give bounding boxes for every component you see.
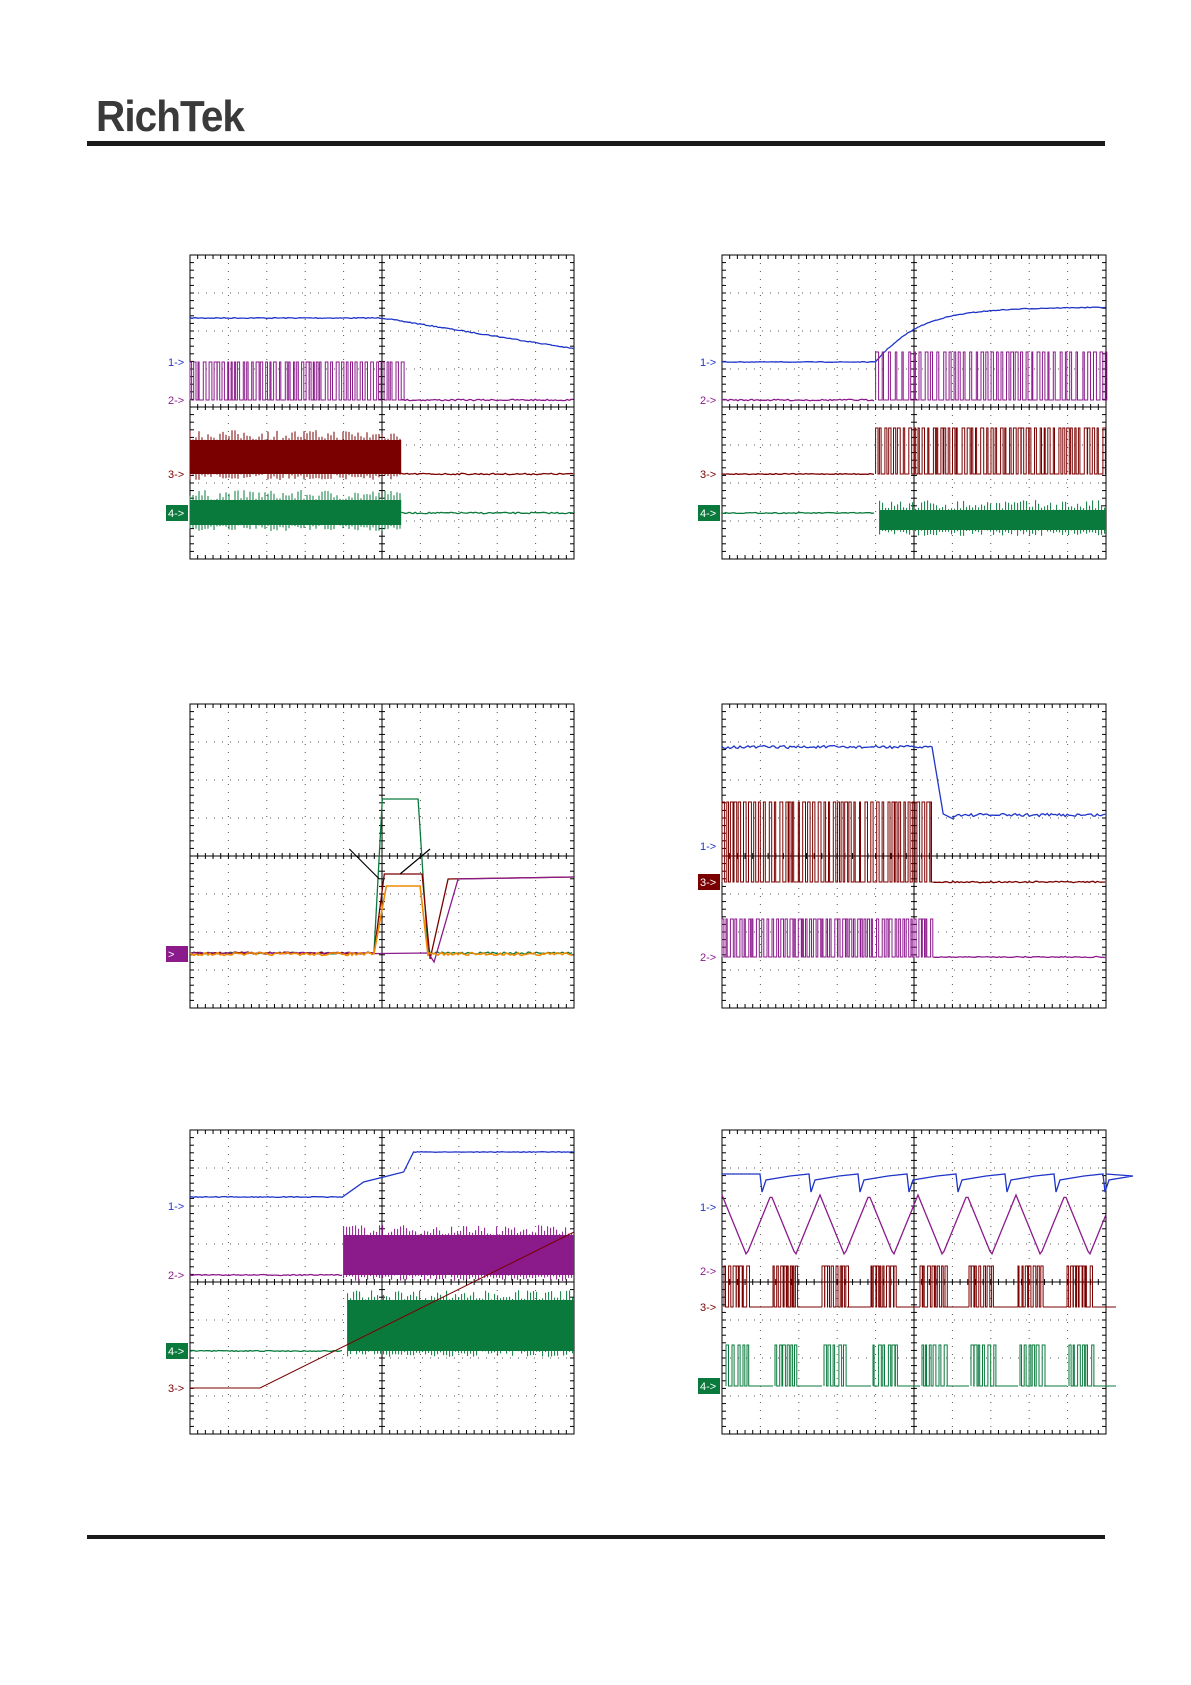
svg-text:2->: 2-> (168, 395, 184, 407)
ch4-burst-3 (823, 1344, 848, 1387)
footer-rule (87, 1535, 1105, 1539)
orange-trace (189, 885, 573, 957)
channel-marker-4: 4-> (698, 505, 720, 521)
ch4-band-spikes (189, 490, 401, 531)
annotation-arrow-right (399, 848, 431, 875)
channel-marker-2: 2-> (168, 1270, 184, 1282)
channel-marker-3: 3-> (700, 469, 716, 481)
ch3-trace (933, 880, 1106, 884)
ch1-trace (189, 1151, 574, 1199)
ch2-pulses (875, 351, 1108, 401)
svg-text:1->: 1-> (168, 1201, 184, 1213)
ch4-trace (401, 511, 574, 515)
ch4-burst-4 (872, 1344, 898, 1387)
ch1-trace (189, 316, 575, 350)
svg-text:4->: 4-> (700, 508, 716, 520)
ch2-pulses (721, 918, 934, 958)
channel-marker-3: 3-> (700, 1302, 716, 1314)
ch1-trace (722, 1173, 1134, 1193)
oscilloscope-plot-6: 1-> 2-> 3-> 4-> (682, 1120, 1134, 1450)
channel-marker-1: 1-> (168, 357, 184, 369)
channel-marker-4: 4-> (698, 1378, 720, 1394)
ch2-trace (933, 955, 1106, 959)
channel-marker-2: 3-> (698, 874, 720, 890)
ch1-trace (721, 744, 1106, 821)
header-rule (87, 141, 1105, 146)
ch3-pulses (875, 427, 1106, 475)
ch2-trace (721, 398, 875, 402)
ch3-trace (721, 472, 875, 476)
ch3-burst-2 (772, 1265, 799, 1308)
ch3-burst-4 (870, 1265, 897, 1308)
channel-marker-2: 2-> (700, 1266, 716, 1278)
oscilloscope-plot-4: 1-> 3-> 2-> (682, 694, 1122, 1024)
ch3-band-spikes (189, 430, 401, 480)
ch3-trace (400, 472, 574, 476)
ch4-burst-5 (921, 1344, 948, 1387)
oscilloscope-plot-3: > (150, 694, 590, 1024)
channel-marker-3: 3-> (168, 469, 184, 481)
ch3-burst-5 (919, 1265, 948, 1308)
ch2-trace (189, 1273, 343, 1277)
svg-text:1->: 1-> (700, 357, 716, 369)
ch3-burst-1 (723, 1265, 750, 1308)
oscilloscope-plot-2: 1-> 2-> 3-> 4-> (682, 245, 1122, 575)
svg-text:2->: 2-> (168, 1270, 184, 1282)
richtek-logo: RichTek (96, 92, 245, 141)
ch1-trace (721, 306, 1106, 363)
ch3-band (190, 440, 402, 474)
ch4-burst-7 (1019, 1344, 1046, 1387)
annotation-arrow-left (348, 848, 380, 880)
svg-text:3->: 3-> (700, 877, 716, 889)
ch4-trace (721, 511, 875, 515)
svg-text:3->: 3-> (168, 1383, 184, 1395)
ch3-pulses (721, 801, 934, 883)
ch3-ramp (190, 1231, 575, 1389)
channel-marker-3: 2-> (700, 952, 716, 964)
ch4-band (190, 500, 402, 525)
ch2-band-spikes (343, 1225, 573, 1281)
svg-text:>: > (168, 949, 174, 961)
svg-text:4->: 4-> (168, 508, 184, 520)
ch4-band-spikes (347, 1290, 574, 1357)
svg-text:3->: 3-> (168, 469, 184, 481)
ch2-band (343, 1235, 574, 1275)
ch4-trace (189, 1349, 343, 1353)
ch4-burst-8 (1068, 1344, 1095, 1387)
channel-marker-3: 4-> (166, 1343, 188, 1359)
oscilloscope-plot-1: 1-> 2-> 3-> 4-> (150, 245, 590, 575)
channel-marker-1: 1-> (700, 841, 716, 853)
channel-marker-1: > (166, 946, 188, 962)
channel-marker-1: 1-> (700, 1202, 716, 1214)
ch3-burst-8 (1066, 1265, 1093, 1308)
ch4-trace (189, 798, 573, 955)
ch4-burst-2 (774, 1344, 799, 1387)
ch3-burst-6 (968, 1265, 994, 1308)
svg-text:1->: 1-> (168, 357, 184, 369)
channel-marker-1: 1-> (168, 1201, 184, 1213)
ch4-band-spikes (879, 500, 1106, 536)
ch3-burst-3 (821, 1265, 849, 1308)
channel-marker-4: 4-> (166, 505, 188, 521)
channel-marker-1: 1-> (700, 357, 716, 369)
ch2-triangle (721, 1193, 1107, 1256)
ch2-pulses (189, 361, 405, 401)
channel-marker-2: 2-> (168, 395, 184, 407)
channel-marker-2: 2-> (700, 395, 716, 407)
ch4-burst-1 (725, 1344, 750, 1387)
channel-marker-4: 3-> (168, 1383, 184, 1395)
ch2-trace (401, 398, 574, 402)
ch3-burst-7 (1017, 1265, 1044, 1308)
svg-text:2->: 2-> (700, 952, 716, 964)
svg-text:4->: 4-> (168, 1346, 184, 1358)
svg-text:3->: 3-> (700, 469, 716, 481)
svg-text:2->: 2-> (700, 395, 716, 407)
svg-text:1->: 1-> (700, 841, 716, 853)
oscilloscope-plot-5: 1-> 2-> 4-> 3-> (150, 1120, 590, 1450)
ch4-burst-6 (970, 1344, 997, 1387)
